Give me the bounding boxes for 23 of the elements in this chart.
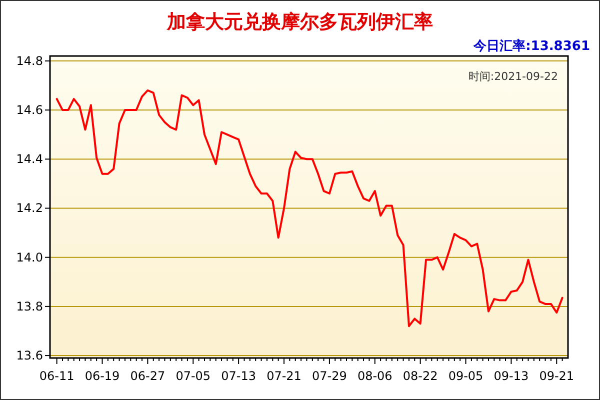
y-tick-label: 14.6 [16, 103, 43, 118]
x-tick-label: 08-22 [402, 369, 438, 383]
x-tick-label: 09-05 [448, 369, 484, 383]
x-tick-label: 07-21 [266, 369, 302, 383]
x-tick-label: 07-13 [221, 369, 256, 383]
y-tick-label: 14.0 [16, 250, 43, 264]
y-tick-label: 14.8 [16, 54, 43, 68]
y-tick-label: 13.6 [16, 348, 43, 363]
y-tick-label: 14.2 [16, 201, 43, 216]
y-tick-label: 14.4 [16, 152, 43, 166]
y-tick-label: 13.8 [16, 299, 43, 314]
x-tick-label: 09-13 [494, 369, 529, 383]
x-tick-label: 09-21 [539, 369, 574, 383]
x-tick-label: 06-19 [84, 369, 120, 383]
x-tick-label: 06-27 [130, 369, 166, 383]
x-tick-label: 07-29 [312, 369, 347, 383]
chart-title: 加拿大元兑换摩尔多瓦列伊汇率 [166, 11, 433, 33]
annotation: 时间:2021-09-22 [468, 70, 558, 83]
chart-subtitle: 今日汇率:13.8361 [472, 38, 590, 54]
line-series [56, 89, 564, 328]
x-tick-label: 07-05 [176, 369, 211, 383]
x-tick-label: 06-11 [39, 369, 74, 383]
x-tick-label: 08-06 [357, 369, 392, 383]
